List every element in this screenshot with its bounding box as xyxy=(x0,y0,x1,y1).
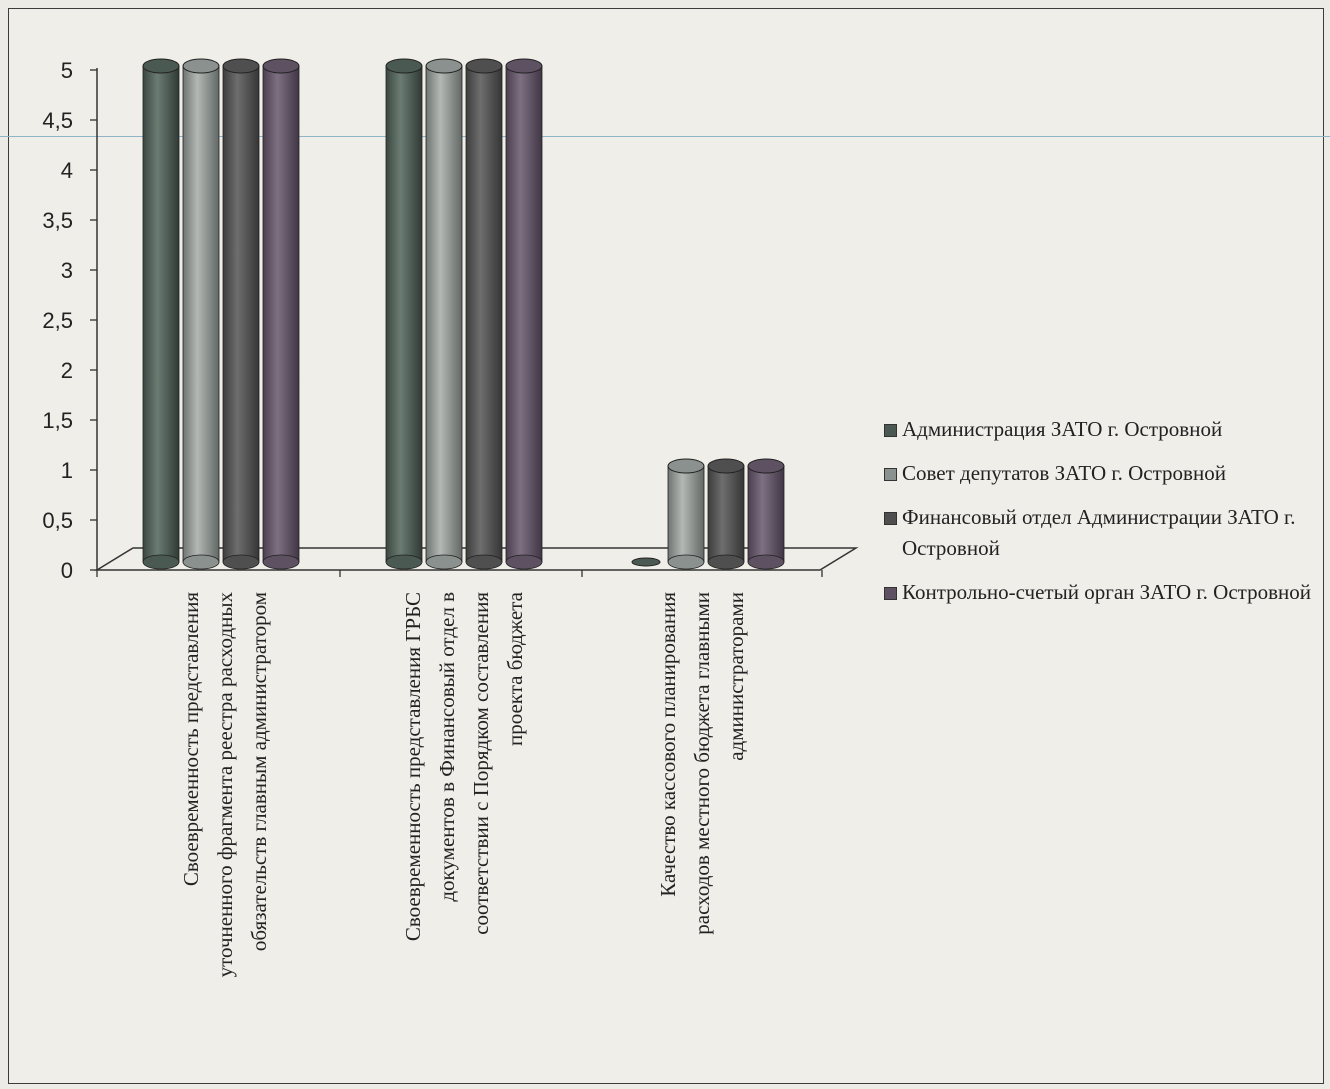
bar-3-0 xyxy=(262,58,300,570)
bar-bottom-cap xyxy=(142,554,180,570)
y-tick-label: 5 xyxy=(61,58,73,83)
bar-bottom-cap xyxy=(182,554,220,570)
bars-layer xyxy=(142,58,785,570)
x-category-label-line: Своевременность представления xyxy=(179,592,203,886)
bar-top-cap xyxy=(222,58,260,74)
x-category-label-line: Качество кассового планирования xyxy=(656,592,680,897)
y-tick-label: 3 xyxy=(61,258,73,283)
bar-top-cap xyxy=(182,58,220,74)
bar-body xyxy=(505,65,543,563)
x-category-label-2: Качество кассового планирования расходов … xyxy=(656,592,748,935)
bar-body xyxy=(142,65,180,563)
x-labels-layer: Своевременность представления уточненного… xyxy=(179,591,748,977)
y-tick-label: 1 xyxy=(61,458,73,483)
legend-label-administration: Администрация ЗАТО г. Островной xyxy=(902,417,1223,441)
bar-body xyxy=(262,65,300,563)
legend-label-council: Совет депутатов ЗАТО г. Островной xyxy=(902,461,1226,485)
bar-body xyxy=(747,465,785,563)
bar-3-1 xyxy=(505,58,543,570)
legend-swatch-audit xyxy=(884,587,897,600)
bar-bottom-cap xyxy=(505,554,543,570)
bar-2-2 xyxy=(707,458,745,570)
legend-item-finance: Финансовый отдел Администрации ЗАТО г. О… xyxy=(884,502,1324,564)
bar-bottom-cap xyxy=(667,554,705,570)
bar-1-0 xyxy=(182,58,220,570)
y-tick-label: 2,5 xyxy=(42,308,73,333)
bar-body xyxy=(707,465,745,563)
bar-bottom-cap xyxy=(262,554,300,570)
x-category-label-line: документов в Финансовый отдел в xyxy=(435,592,459,902)
bar-top-cap xyxy=(385,58,423,74)
bar-bottom-cap xyxy=(747,554,785,570)
bar-body xyxy=(465,65,503,563)
bar-bottom-cap xyxy=(425,554,463,570)
x-category-label-0: Своевременность представления уточненного… xyxy=(179,592,271,978)
bar-body xyxy=(425,65,463,563)
bar-top-cap xyxy=(505,58,543,74)
bar-body xyxy=(182,65,220,563)
legend-item-administration: Администрация ЗАТО г. Островной xyxy=(884,414,1324,445)
scan-rule-line xyxy=(0,136,1330,137)
x-category-label-line: расходов местного бюджета главными xyxy=(690,592,714,935)
y-tick-label: 0 xyxy=(61,558,73,583)
bar-3-2 xyxy=(747,458,785,570)
legend-item-council: Совет депутатов ЗАТО г. Островной xyxy=(884,458,1324,489)
bar-2-0 xyxy=(222,58,260,570)
bar-body xyxy=(222,65,260,563)
legend-label-finance: Финансовый отдел Администрации ЗАТО г. О… xyxy=(902,505,1296,560)
bar-flat-0-2 xyxy=(631,557,661,567)
axis-layer: 0 0,5 1 1,5 2 2,5 3 3,5 4 4,5 5 xyxy=(42,58,859,583)
bar-2-1 xyxy=(465,58,503,570)
legend-swatch-administration xyxy=(884,424,897,437)
bar-top-cap xyxy=(707,458,745,474)
x-category-label-line: проекта бюджета xyxy=(503,591,527,746)
y-tick-label: 0,5 xyxy=(42,508,73,533)
x-category-label-1: Своевременность представления ГРБС докуме… xyxy=(401,591,527,941)
bar-top-cap xyxy=(142,58,180,74)
y-tick-label: 1,5 xyxy=(42,408,73,433)
bar-0-0 xyxy=(142,58,180,570)
bar-top-cap xyxy=(747,458,785,474)
legend-swatch-finance xyxy=(884,512,897,525)
x-category-label-line: соответствии с Порядком составления xyxy=(469,592,493,935)
x-category-label-line: администраторами xyxy=(724,592,748,761)
y-tick-label: 4,5 xyxy=(42,108,73,133)
x-category-label-line: обязательств главным администратором xyxy=(247,592,271,951)
bar-bottom-cap xyxy=(222,554,260,570)
bar-body xyxy=(385,65,423,563)
bar-bottom-cap xyxy=(465,554,503,570)
bar-top-cap xyxy=(425,58,463,74)
y-tick-label: 4 xyxy=(61,158,73,183)
bar-top-cap xyxy=(262,58,300,74)
floor-plane xyxy=(94,547,859,571)
legend-swatch-council xyxy=(884,468,897,481)
bar-top-cap xyxy=(667,458,705,474)
legend-label-audit: Контрольно-счетый орган ЗАТО г. Островно… xyxy=(902,580,1311,604)
y-tick-label: 3,5 xyxy=(42,208,73,233)
bar-body xyxy=(667,465,705,563)
legend: Администрация ЗАТО г. Островной Совет де… xyxy=(884,414,1324,621)
bar-1-1 xyxy=(425,58,463,570)
bar-0-1 xyxy=(385,58,423,570)
bar-1-2 xyxy=(667,458,705,570)
y-tick-label: 2 xyxy=(61,358,73,383)
bar-bottom-cap xyxy=(707,554,745,570)
bar-bottom-cap xyxy=(385,554,423,570)
legend-item-audit: Контрольно-счетый орган ЗАТО г. Островно… xyxy=(884,577,1324,608)
x-category-label-line: Своевременность представления ГРБС xyxy=(401,592,425,941)
bar-top-cap xyxy=(465,58,503,74)
x-category-label-line: уточненного фрагмента реестра расходных xyxy=(213,592,237,978)
